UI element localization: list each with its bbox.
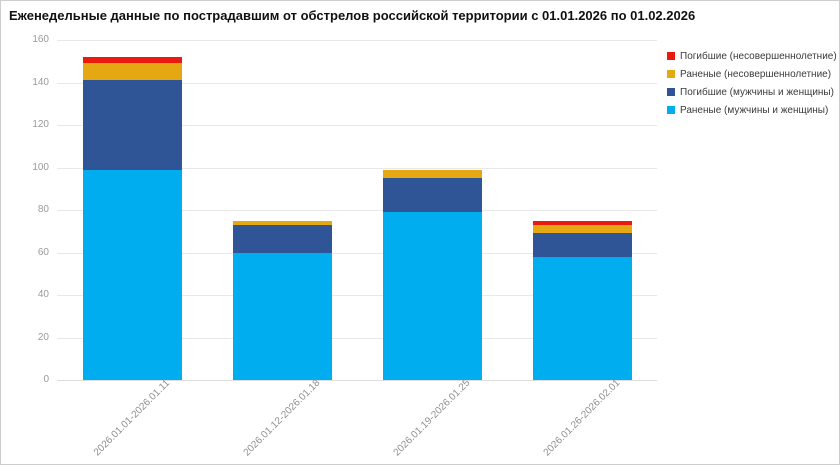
legend-swatch-icon <box>667 52 675 60</box>
y-tick-label: 40 <box>37 289 49 300</box>
bar-segment <box>532 220 632 225</box>
bar-segment <box>382 212 482 380</box>
legend-swatch-icon <box>667 106 675 114</box>
legend-item: Погибшие (мужчины и женщины) <box>667 83 837 101</box>
legend-swatch-icon <box>667 88 675 96</box>
bar-segment <box>532 256 632 380</box>
legend-swatch-icon <box>667 70 675 78</box>
gridline <box>57 295 657 296</box>
y-tick-label: 0 <box>43 374 49 385</box>
legend: Погибшие (несовершеннолетние) Раненые (не… <box>667 47 837 119</box>
bar-segment <box>82 169 182 380</box>
gridline <box>57 167 657 169</box>
bar-segment <box>532 233 632 257</box>
legend-item: Погибшие (несовершеннолетние) <box>667 47 837 65</box>
x-tick-label: 2026.01.12-2026.01.18 <box>241 377 323 459</box>
bar-segment <box>232 224 332 253</box>
y-tick-label: 60 <box>37 246 49 258</box>
legend-label: Раненые (мужчины и женщины) <box>680 104 829 116</box>
bar-segment <box>82 80 182 170</box>
gridline <box>57 252 657 254</box>
legend-item: Раненые (мужчины и женщины) <box>667 101 837 119</box>
gridline <box>57 210 657 211</box>
y-tick-label: 80 <box>37 204 49 215</box>
bar-segment <box>382 169 482 179</box>
gridline <box>57 380 657 381</box>
gridline <box>57 82 657 84</box>
y-tick-label: 160 <box>32 34 49 45</box>
bar-segment <box>82 57 182 64</box>
bar-segment <box>382 178 482 213</box>
legend-label: Погибшие (мужчины и женщины) <box>680 86 834 98</box>
y-tick-label: 20 <box>37 331 49 343</box>
chart-title: Еженедельные данные по пострадавшим от о… <box>9 8 696 23</box>
gridline <box>57 125 657 126</box>
legend-label: Погибшие (несовершеннолетние) <box>680 50 837 62</box>
legend-item: Раненые (несовершеннолетние) <box>667 65 837 83</box>
gridline <box>57 40 657 41</box>
y-tick-label: 100 <box>32 161 49 173</box>
bar-segment <box>232 220 332 225</box>
x-tick-label: 2026.01.26-2026.02.01 <box>541 377 623 459</box>
bar-segment <box>232 252 332 380</box>
y-tick-label: 140 <box>32 76 49 88</box>
bar-segment <box>82 63 182 81</box>
legend-label: Раненые (несовершеннолетние) <box>680 68 832 80</box>
x-tick-label: 2026.01.01-2026.01.11 <box>91 377 173 459</box>
y-tick-label: 120 <box>32 119 49 130</box>
x-tick-label: 2026.01.19-2026.01.25 <box>391 377 473 459</box>
gridline <box>57 337 657 339</box>
bar-segment <box>532 224 632 234</box>
